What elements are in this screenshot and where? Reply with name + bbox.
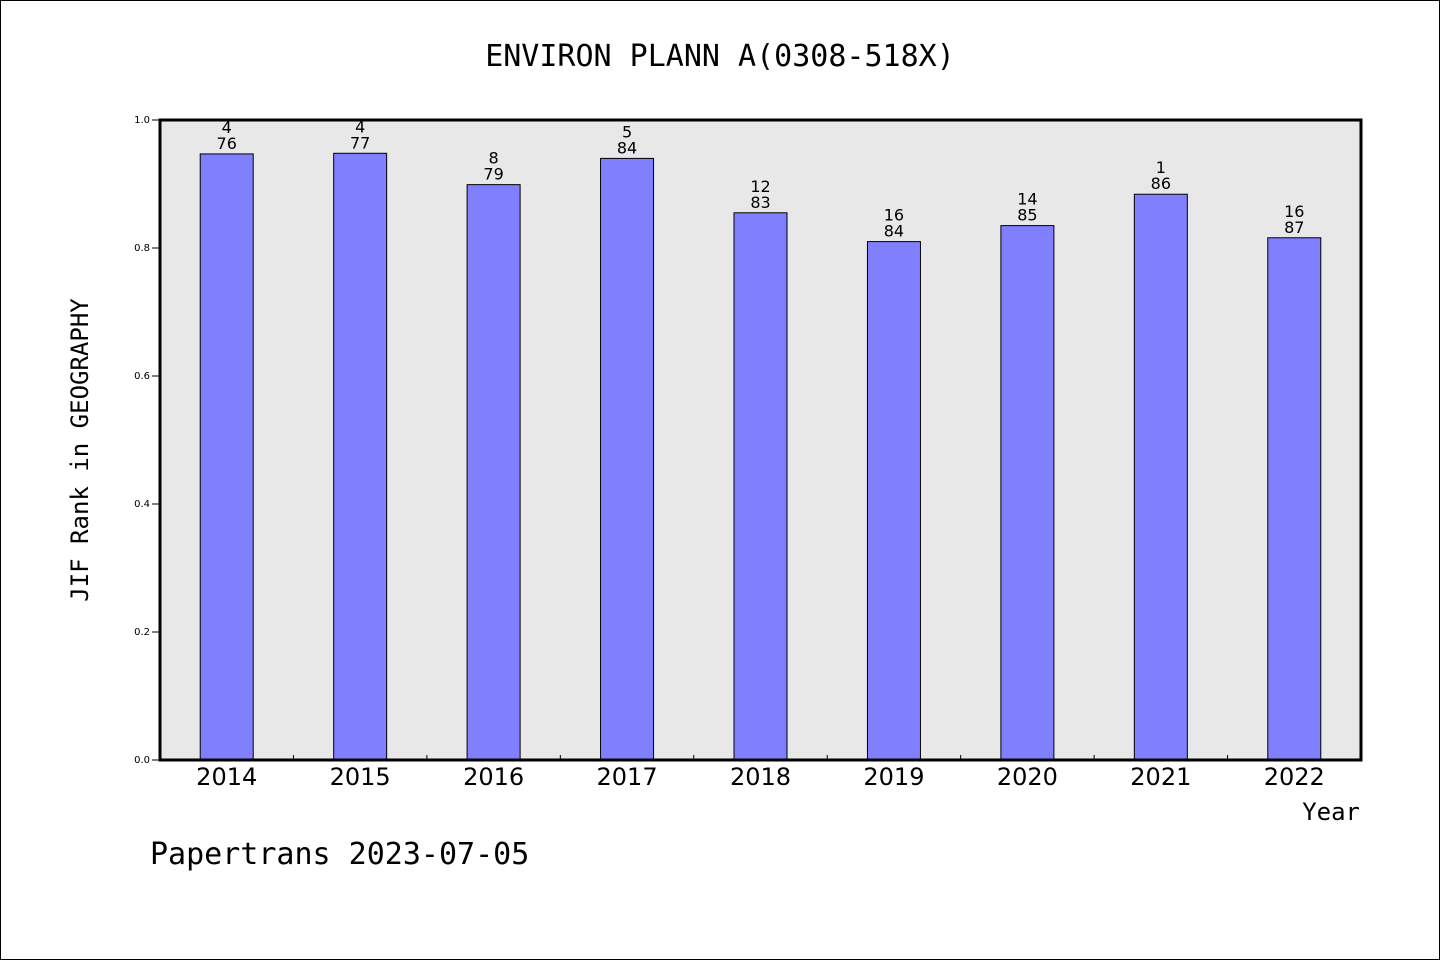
bar-rank-label: 1	[1156, 158, 1166, 177]
x-tick-label: 2014	[196, 763, 257, 791]
x-axis-label: Year	[1302, 798, 1360, 826]
x-tick-label: 2016	[463, 763, 524, 791]
bar	[333, 152, 388, 761]
bar-total-label: 79	[483, 165, 503, 184]
footer-credit: Papertrans 2023-07-05	[150, 837, 529, 872]
bar-total-label: 77	[350, 133, 370, 152]
y-tick-label: 1.0	[134, 115, 150, 126]
x-axis: 2014 2015 2016 2017 2018 2019 2020 2021 2022	[196, 755, 1325, 791]
bar-rank-label: 5	[622, 122, 632, 141]
chart-title: ENVIRON PLANN A(0308-518X)	[485, 39, 955, 74]
bar-total-label: 85	[1017, 206, 1037, 225]
bar	[733, 212, 788, 761]
bar-rank-label: 8	[489, 149, 499, 168]
bar-total-label: 86	[1151, 174, 1171, 193]
bar	[1133, 193, 1188, 761]
plot-border	[158, 118, 1363, 762]
bar-total-label: 87	[1284, 218, 1304, 237]
x-tick-label: 2021	[1130, 763, 1191, 791]
y-tick-label: 0.4	[134, 499, 150, 510]
y-axis: 0.0 0.2 0.4 0.6 0.8 1.0	[134, 115, 160, 766]
y-tick-label: 0.0	[134, 755, 150, 766]
bar	[199, 153, 254, 761]
bar	[1267, 237, 1322, 761]
bar	[466, 184, 521, 761]
x-tick-label: 2018	[730, 763, 791, 791]
bar-total-label: 83	[750, 193, 770, 212]
bar-rank-label: 12	[750, 177, 770, 196]
bar-rank-label: 4	[222, 118, 232, 137]
bar-rank-label: 4	[355, 117, 365, 136]
bar	[866, 241, 921, 761]
x-tick-label: 2019	[863, 763, 924, 791]
bar-rank-label: 16	[1284, 202, 1304, 221]
bar-rank-label: 14	[1017, 190, 1037, 209]
y-axis-label: JIF Rank in GEOGRAPHY	[66, 298, 94, 602]
x-tick-label: 2017	[597, 763, 658, 791]
y-tick-label: 0.6	[134, 371, 150, 382]
bar	[600, 157, 655, 761]
x-tick-label: 2022	[1264, 763, 1325, 791]
bar-total-label: 84	[617, 138, 637, 157]
bar-total-label: 76	[217, 134, 237, 153]
y-tick-label: 0.8	[134, 243, 150, 254]
y-tick-label: 0.2	[134, 627, 150, 638]
bar-total-label: 84	[884, 222, 904, 241]
bar	[1000, 225, 1055, 761]
x-tick-label: 2020	[997, 763, 1058, 791]
x-tick-label: 2015	[330, 763, 391, 791]
bar-rank-label: 16	[884, 206, 904, 225]
